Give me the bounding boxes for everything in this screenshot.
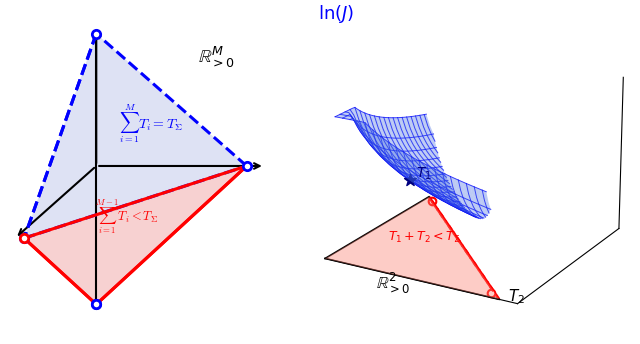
Polygon shape [24, 166, 246, 304]
Text: $\mathbb{R}^M_{>0}$: $\mathbb{R}^M_{>0}$ [198, 45, 235, 70]
Text: $\sum_{i=1}^{M-1} T_i < T_\Sigma$: $\sum_{i=1}^{M-1} T_i < T_\Sigma$ [95, 198, 158, 236]
Polygon shape [24, 34, 246, 238]
Text: $\ln(J)$: $\ln(J)$ [317, 3, 354, 25]
Text: $\sum_{i=1}^{M} T_i = T_\Sigma$: $\sum_{i=1}^{M} T_i = T_\Sigma$ [118, 103, 182, 145]
